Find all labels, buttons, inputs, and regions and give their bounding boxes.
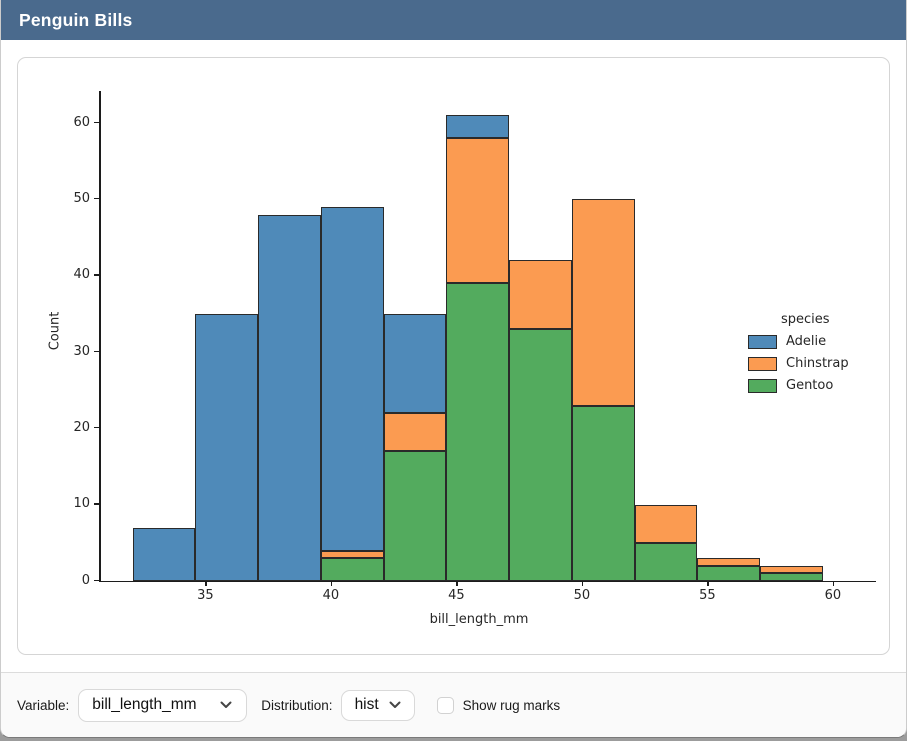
variable-label: Variable: [17, 697, 70, 713]
y-axis-line [99, 91, 101, 581]
legend-swatch [748, 334, 777, 349]
y-tick [94, 274, 99, 276]
variable-dropdown[interactable]: bill_length_mm [78, 688, 248, 722]
chart-card: Count bill_length_mm species Adelie Chins… [17, 57, 890, 655]
x-tick-label: 60 [824, 588, 842, 603]
bar-segment [195, 313, 259, 581]
x-tick [205, 581, 207, 586]
bar-segment [258, 214, 321, 581]
show-rug-label[interactable]: Show rug marks [462, 697, 561, 713]
chevron-down-icon [389, 701, 401, 708]
x-tick [832, 581, 835, 586]
legend-label: Adelie [786, 334, 827, 349]
bar-segment [571, 405, 635, 581]
bar-segment [383, 451, 447, 581]
y-tick-label: 10 [73, 496, 90, 512]
legend-row: Adelie [748, 334, 849, 349]
y-tick [94, 503, 99, 505]
legend-label: Chinstrap [786, 356, 849, 371]
bar-segment [760, 565, 823, 574]
x-tick-label: 40 [322, 588, 340, 603]
legend-label: Gentoo [786, 378, 834, 393]
distribution-dropdown-value: hist [354, 696, 379, 713]
bar-segment [320, 550, 384, 559]
bar-segment [634, 542, 698, 581]
bar-segment [446, 115, 510, 139]
y-tick [94, 427, 99, 429]
legend-swatch [748, 356, 777, 371]
legend: species Adelie Chinstrap Gentoo [748, 312, 849, 393]
bar-segment [383, 413, 447, 452]
distribution-dropdown[interactable]: hist [340, 689, 415, 721]
bar-segment [571, 199, 635, 406]
x-tick [707, 581, 709, 586]
distribution-label: Distribution: [261, 697, 333, 713]
y-axis-title: Count [47, 311, 63, 351]
y-tick-label: 50 [73, 190, 90, 206]
x-tick-label: 55 [699, 588, 716, 603]
y-tick [94, 121, 99, 124]
legend-row: Chinstrap [748, 356, 849, 371]
chevron-down-icon [220, 701, 232, 708]
legend-row: Gentoo [748, 378, 849, 393]
bar-segment [320, 207, 384, 551]
x-tick [456, 581, 458, 586]
bar-segment [446, 283, 510, 581]
y-tick-label: 30 [73, 343, 90, 359]
show-rug-checkbox[interactable] [436, 696, 454, 714]
bar-segment [383, 313, 447, 414]
app-title: Penguin Bills [19, 9, 133, 30]
x-tick-label: 50 [573, 588, 591, 603]
plot-area: Count bill_length_mm species Adelie Chins… [48, 91, 876, 627]
bar-segment [697, 565, 761, 581]
y-tick [94, 350, 99, 352]
y-tick-label: 0 [81, 572, 90, 588]
x-tick-label: 45 [448, 588, 465, 603]
y-tick-label: 40 [73, 267, 90, 283]
x-tick [581, 581, 584, 586]
control-bar: Variable: bill_length_mm Distribution: h… [1, 672, 906, 737]
variable-dropdown-value: bill_length_mm [92, 696, 197, 713]
bar-segment [320, 558, 384, 581]
x-tick-label: 35 [197, 588, 214, 603]
x-tick [330, 581, 333, 586]
title-bar: Penguin Bills [1, 0, 906, 40]
bar-segment [509, 329, 572, 581]
bar-segment [634, 504, 698, 543]
x-axis-line [99, 580, 876, 582]
bar-segment [132, 527, 196, 581]
bar-segment [509, 260, 572, 330]
x-axis-title: bill_length_mm [429, 612, 529, 627]
y-tick-label: 60 [73, 114, 90, 130]
bar-segment [760, 573, 823, 581]
y-tick [94, 579, 99, 581]
legend-title: species [781, 312, 830, 327]
bar-segment [446, 138, 510, 284]
legend-swatch [748, 378, 777, 393]
y-tick-label: 20 [73, 419, 90, 435]
bar-segment [697, 558, 761, 566]
y-tick [94, 198, 99, 200]
